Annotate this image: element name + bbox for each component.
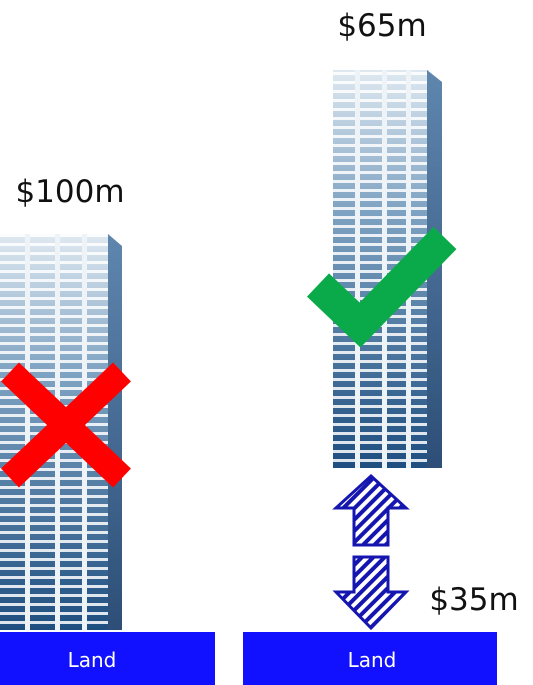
price-label: $65m bbox=[337, 8, 426, 44]
price-label: $100m bbox=[15, 174, 124, 210]
difference-label: $35m bbox=[429, 582, 518, 618]
land-label: Land bbox=[348, 648, 397, 672]
scene: $100m Land $65m $35m Land bbox=[0, 0, 533, 685]
land-label: Land bbox=[68, 648, 117, 672]
up-arrow bbox=[336, 476, 406, 545]
down-arrow bbox=[336, 557, 406, 628]
